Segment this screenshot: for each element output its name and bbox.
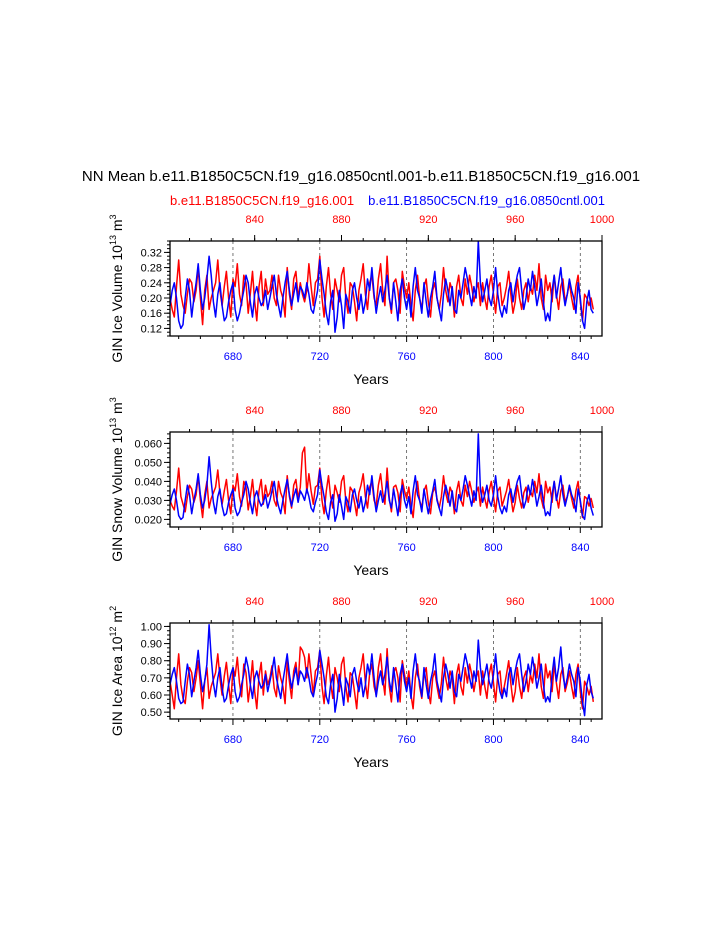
x-top-tick-label: 1000 bbox=[590, 214, 614, 226]
y-tick-label: 0.030 bbox=[134, 495, 162, 507]
y-axis-label: GIN Snow Volume 1013 m3 bbox=[108, 397, 125, 561]
y-tick-label: 0.24 bbox=[141, 278, 162, 290]
y-axis-label-exponent: 13 bbox=[108, 235, 118, 245]
x-top-tick-label: 880 bbox=[332, 214, 350, 226]
x-bottom-tick-label: 720 bbox=[311, 734, 329, 746]
y-axis-label-part: GIN Ice Area 10 bbox=[109, 636, 125, 736]
x-top-tick-label: 1000 bbox=[590, 596, 614, 608]
x-bottom-tick-label: 720 bbox=[311, 542, 329, 554]
y-tick-label: 0.50 bbox=[141, 707, 162, 719]
chart-panel-snow-volume: 0.020 0.030 0.040 0.050 0.060 680 720 760 800 840… bbox=[108, 397, 614, 578]
y-axis-label-exponent: 3 bbox=[108, 397, 118, 402]
y-axis-label-part: m bbox=[109, 402, 125, 418]
chart-panel-ice-area: 0.50 0.60 0.70 0.80 0.90 1.00 680 720 760 800 840 8… bbox=[108, 596, 614, 770]
x-top-tick-label: 920 bbox=[419, 596, 437, 608]
x-bottom-tick-label: 720 bbox=[311, 351, 329, 363]
x-top-tick-label: 1000 bbox=[590, 405, 614, 417]
y-tick-label: 0.060 bbox=[134, 438, 162, 450]
x-top-tick-label: 880 bbox=[332, 596, 350, 608]
x-bottom-tick-label: 680 bbox=[224, 351, 242, 363]
y-tick-label: 0.32 bbox=[141, 247, 162, 259]
series-line-blue bbox=[170, 433, 595, 523]
x-bottom-tick-label: 840 bbox=[571, 734, 589, 746]
y-axis-label-part: GIN Snow Volume 10 bbox=[109, 428, 125, 562]
x-bottom-tick-label: 760 bbox=[397, 734, 415, 746]
x-bottom-tick-label: 840 bbox=[571, 351, 589, 363]
x-bottom-tick-label: 800 bbox=[484, 351, 502, 363]
legend-blue-label: b.e11.B1850C5CN.f19_g16.0850cntl.001 bbox=[368, 193, 605, 208]
x-top-tick-label: 960 bbox=[506, 596, 524, 608]
y-tick-label: 0.020 bbox=[134, 514, 162, 526]
y-tick-label: 0.70 bbox=[141, 673, 162, 685]
y-axis-label-part: m bbox=[109, 611, 125, 627]
x-top-tick-label: 960 bbox=[506, 214, 524, 226]
x-bottom-tick-label: 840 bbox=[571, 542, 589, 554]
figure-title: NN Mean b.e11.B1850C5CN.f19_g16.0850cntl… bbox=[82, 168, 640, 185]
y-axis-label-part: GIN Ice Volume 10 bbox=[109, 245, 125, 363]
y-tick-label: 0.80 bbox=[141, 656, 162, 668]
x-bottom-tick-label: 760 bbox=[397, 351, 415, 363]
x-top-tick-label: 840 bbox=[245, 214, 263, 226]
x-bottom-tick-label: 800 bbox=[484, 734, 502, 746]
x-bottom-tick-label: 680 bbox=[224, 734, 242, 746]
y-axis-label-exponent: 2 bbox=[108, 606, 118, 611]
y-axis-label-exponent: 13 bbox=[108, 418, 118, 428]
y-tick-label: 0.90 bbox=[141, 639, 162, 651]
y-axis-label: GIN Ice Area 1012 m2 bbox=[108, 606, 125, 736]
x-top-tick-label: 880 bbox=[332, 405, 350, 417]
series-line-blue bbox=[170, 241, 594, 333]
chart-panel-ice-volume: 0.12 0.16 0.20 0.24 0.28 0.32 680 720 760 800 840 8… bbox=[108, 214, 614, 387]
x-axis-label: Years bbox=[353, 754, 388, 770]
plot-frame bbox=[169, 622, 603, 720]
x-top-tick-label: 840 bbox=[245, 405, 263, 417]
series-line-blue bbox=[170, 623, 595, 717]
x-bottom-tick-label: 680 bbox=[224, 542, 242, 554]
y-tick-label: 0.16 bbox=[141, 308, 162, 320]
plot-frame bbox=[169, 431, 603, 528]
plot-frame bbox=[169, 240, 603, 337]
x-bottom-tick-label: 760 bbox=[397, 542, 415, 554]
series-line-red bbox=[170, 446, 595, 519]
x-top-tick-label: 840 bbox=[245, 596, 263, 608]
x-top-tick-label: 960 bbox=[506, 405, 524, 417]
y-tick-label: 0.20 bbox=[141, 293, 162, 305]
y-axis-label-exponent: 3 bbox=[108, 214, 118, 219]
y-tick-label: 0.050 bbox=[134, 457, 162, 469]
y-tick-label: 0.60 bbox=[141, 690, 162, 702]
legend-red-label: b.e11.B1850C5CN.f19_g16.001 bbox=[170, 193, 354, 208]
y-tick-label: 0.12 bbox=[141, 323, 162, 335]
x-top-tick-label: 920 bbox=[419, 405, 437, 417]
y-axis-label: GIN Ice Volume 1013 m3 bbox=[108, 214, 125, 362]
y-axis-label-part: m bbox=[109, 219, 125, 235]
x-top-tick-label: 920 bbox=[419, 214, 437, 226]
x-bottom-tick-label: 800 bbox=[484, 542, 502, 554]
x-axis-label: Years bbox=[353, 562, 388, 578]
y-tick-label: 1.00 bbox=[141, 621, 162, 633]
y-tick-label: 0.040 bbox=[134, 476, 162, 488]
y-tick-label: 0.28 bbox=[141, 263, 162, 275]
x-axis-label: Years bbox=[353, 371, 388, 387]
y-axis-label-exponent: 12 bbox=[108, 626, 118, 636]
